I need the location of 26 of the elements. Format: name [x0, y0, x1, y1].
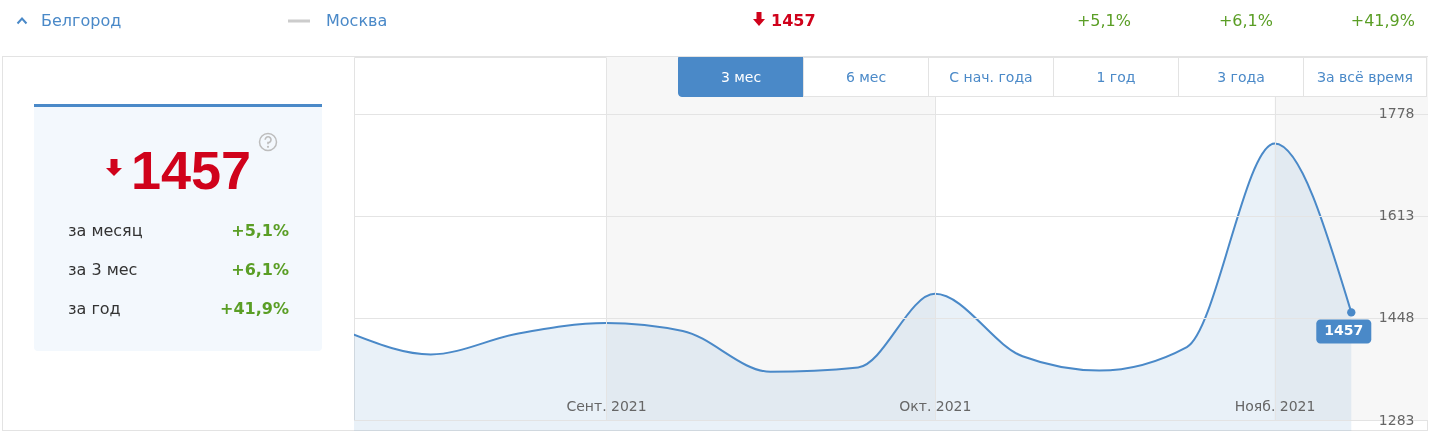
text: +6,1%: [231, 260, 289, 280]
text: 1457: [131, 140, 252, 200]
x-tick-label: Нояб. 2021: [1234, 397, 1316, 414]
tab-button[interactable]: 3 мес: [678, 57, 804, 97]
text: +6,1%: [1218, 11, 1273, 31]
tab-button[interactable]: За всё время: [1303, 57, 1427, 97]
text: +5,1%: [231, 221, 289, 241]
tab-button[interactable]: 3 года: [1178, 57, 1304, 97]
tab-button[interactable]: 6 мес: [803, 57, 929, 97]
text: за год: [68, 299, 121, 319]
text: Москва: [326, 11, 388, 31]
text: Белгород: [41, 11, 122, 31]
y-tick-label: 1613: [1378, 207, 1415, 224]
x-tick-label: Окт. 2021: [899, 397, 972, 414]
text: +5,1%: [1076, 11, 1131, 31]
text: за 3 мес: [68, 260, 138, 280]
data-label: 1457: [1324, 322, 1364, 339]
y-tick-label: 1448: [1378, 309, 1415, 326]
text: +41,9%: [1350, 11, 1415, 31]
text: +41,9%: [220, 299, 289, 319]
x-tick-label: Сент. 2021: [566, 397, 647, 414]
text: 1457: [771, 11, 816, 31]
y-tick-label: 1283: [1378, 411, 1415, 428]
y-tick-label: 1778: [1378, 105, 1415, 122]
text: за месяц: [68, 221, 143, 241]
tab-button[interactable]: С нач. года: [928, 57, 1054, 97]
